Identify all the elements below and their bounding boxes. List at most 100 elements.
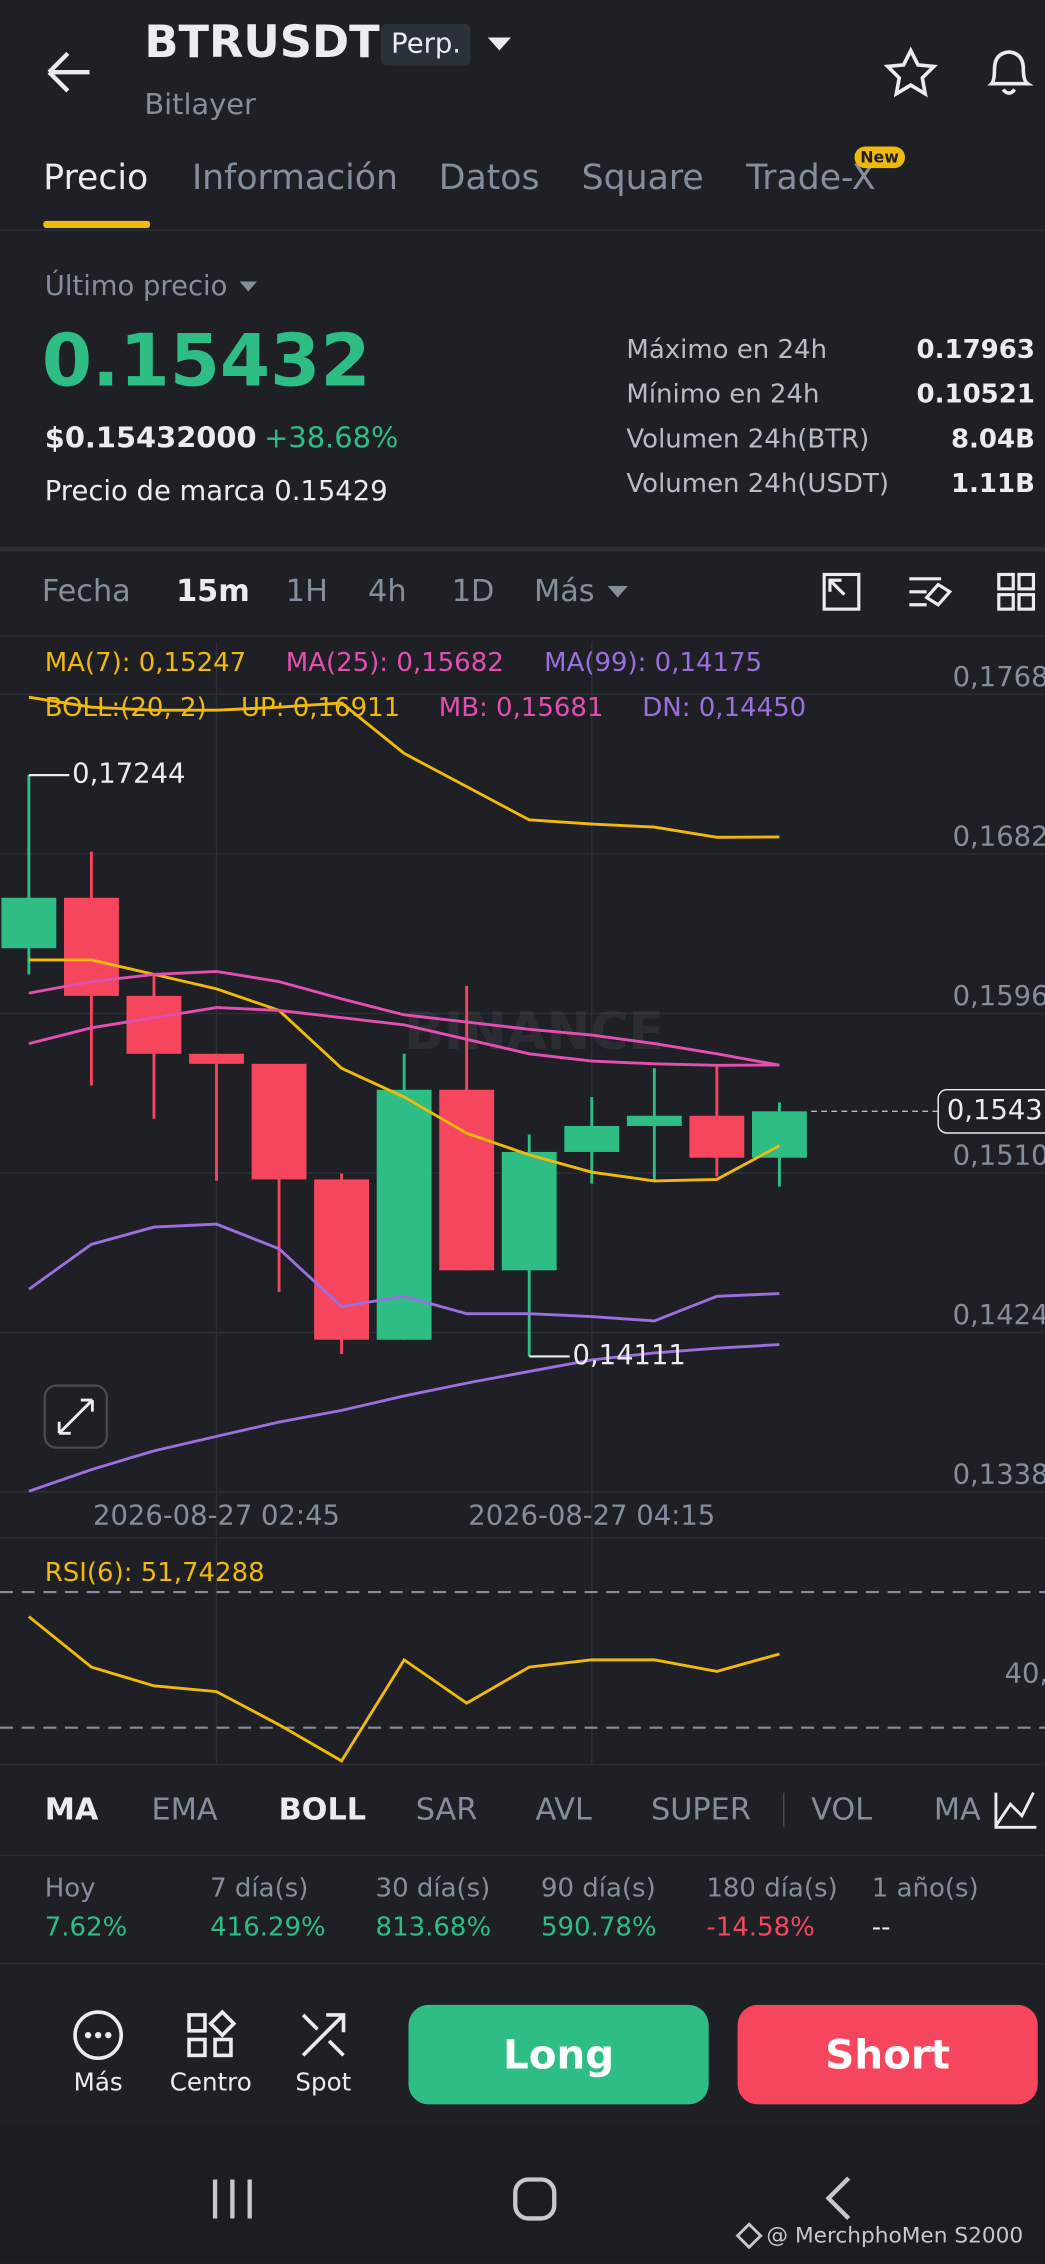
indicator-tab[interactable]: SUPER [650, 1791, 751, 1827]
timeframe[interactable]: 15m [176, 573, 250, 609]
long-button[interactable]: Long [408, 2004, 709, 2105]
candle-body [626, 1115, 682, 1126]
candle-body [439, 1089, 495, 1271]
rsi-title: RSI(6): 51,74288 [45, 1558, 265, 1588]
divider [0, 635, 1045, 637]
stat-value: 8.04B [950, 424, 1035, 455]
logo-icon [735, 2222, 763, 2250]
indicator-tab[interactable]: VOL [811, 1791, 873, 1827]
indicator-tab[interactable]: AVL [535, 1791, 592, 1827]
legend-entry: MA(25): 0,15682 [285, 648, 504, 679]
more-dots [84, 2031, 112, 2039]
timeframe[interactable]: Fecha [41, 573, 131, 609]
legend-entry: MB: 0,15681 [438, 692, 604, 724]
plot [1, 695, 807, 1493]
more-icon[interactable] [73, 2010, 124, 2061]
period-value: -- [871, 1912, 891, 1943]
nav-recent[interactable] [212, 2179, 252, 2219]
indicator-tab[interactable]: SAR [415, 1791, 478, 1827]
action-label[interactable]: Spot [295, 2069, 352, 2098]
indicator-tab[interactable]: BOLL [278, 1791, 367, 1827]
divider [0, 547, 1045, 552]
candle-body [689, 1115, 745, 1158]
extreme-label: 0,17244 [72, 759, 185, 790]
y-tick-label: 0,1596 [953, 981, 1045, 1012]
contract-badge: Perp. [381, 23, 472, 66]
short-button[interactable]: Short [737, 2004, 1038, 2105]
toolbar-icons[interactable] [822, 572, 1036, 611]
timeframe[interactable]: 1D [451, 573, 495, 609]
stat-value: 0.10521 [916, 379, 1035, 410]
period-value: -14.58% [706, 1912, 815, 1943]
action-label[interactable]: Más [73, 2069, 123, 2098]
spot-icon[interactable] [301, 2013, 346, 2057]
period-label: 1 año(s) [871, 1873, 979, 1904]
new-badge: New [854, 146, 905, 169]
watermark: @ MerchphoMen S2000 [766, 2222, 1024, 2249]
y-tick-label: 0,1510 [953, 1141, 1045, 1172]
extreme-label: 0,14111 [573, 1340, 686, 1371]
action-label[interactable]: Centro [169, 2069, 252, 2098]
y-tick-label: 40, [1005, 1659, 1045, 1690]
back-icon[interactable] [47, 51, 90, 93]
timeframe[interactable]: Más [534, 573, 595, 609]
candle-body [501, 1151, 557, 1271]
tab[interactable]: Square [581, 157, 704, 198]
period-label: 30 día(s) [375, 1873, 491, 1904]
y-tick-label: 0,1424 [953, 1300, 1045, 1331]
tab-underline [43, 220, 151, 229]
tab[interactable]: Precio [43, 157, 149, 198]
overlay-line [28, 1006, 780, 1067]
mark-label: Precio de marca [44, 475, 266, 508]
timeframe[interactable]: 4h [368, 573, 407, 609]
last-price-label: 0,1543 [947, 1095, 1043, 1126]
candle-body [189, 1053, 244, 1064]
rsi-line [27, 1615, 780, 1763]
legend-entry: MA(99): 0,14175 [544, 648, 763, 679]
overlay-line [28, 969, 780, 1067]
indicator-tab[interactable]: MA [933, 1794, 981, 1826]
y-tick-label: 0,1682 [953, 821, 1045, 852]
nav-bar [0, 2121, 1045, 2264]
caret-icon[interactable] [239, 281, 257, 292]
caret-icon[interactable] [607, 586, 628, 598]
symbol[interactable]: BTRUSDT [144, 16, 380, 69]
overlay-line [28, 1343, 780, 1493]
nav-back[interactable] [825, 2176, 851, 2220]
candle-body [251, 1063, 307, 1180]
x-tick-label: 2026-08-27 02:45 [93, 1500, 340, 1531]
star-icon[interactable] [883, 46, 938, 98]
tab[interactable]: Trade-X [746, 157, 876, 198]
chart-icon[interactable] [994, 1792, 1037, 1829]
usd-price: $0.15432000 [44, 420, 257, 455]
bell-icon[interactable] [987, 50, 1034, 95]
watermark: BINANCE [404, 1002, 664, 1062]
indicator-tab[interactable]: MA [44, 1791, 99, 1827]
overlay-line [28, 695, 780, 839]
candle-body [314, 1179, 370, 1340]
indicator-tab[interactable]: EMA [151, 1791, 218, 1827]
legend-entry: DN: 0,14450 [642, 692, 807, 724]
stat-label: Máximo en 24h [626, 334, 828, 366]
stat-label: Mínimo en 24h [626, 379, 820, 410]
period-value: 7.62% [44, 1912, 128, 1943]
last-price: 0.15432 [41, 318, 371, 403]
subtitle: Bitlayer [144, 86, 256, 122]
overlay-line [28, 1222, 780, 1323]
price-label[interactable]: Último precio [44, 270, 228, 303]
center-icon[interactable] [187, 2009, 237, 2058]
change: +38.68% [264, 420, 399, 455]
tab[interactable]: Datos [438, 157, 540, 198]
legend-entry: MA(7): 0,15247 [44, 648, 247, 679]
tab[interactable]: Información [191, 157, 398, 198]
last-price-box [937, 1088, 1045, 1134]
period-label: 7 día(s) [210, 1873, 309, 1904]
divider [0, 1854, 1045, 1857]
timeframe[interactable]: 1H [285, 573, 328, 609]
nav-home[interactable] [513, 2177, 557, 2221]
divider [0, 1763, 1045, 1766]
dropdown-icon[interactable] [487, 37, 511, 51]
period-value: 590.78% [540, 1912, 657, 1943]
